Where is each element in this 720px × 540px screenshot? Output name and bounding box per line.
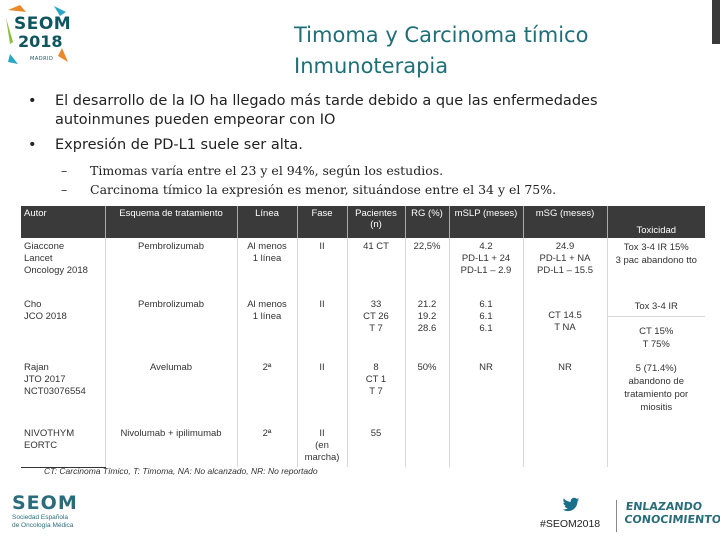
cell-autor: NIVOTHYM EORTC: [21, 425, 105, 468]
tagline: ENLAZANDO CONOCIMIENTO: [624, 500, 720, 526]
seom-wordmark: SEOM: [12, 492, 78, 514]
tox-header: Tox 3-4 IR: [634, 301, 678, 312]
cell-slp: 6.1 6.1 6.1: [448, 296, 523, 359]
cell-toxicidad: [606, 425, 705, 467]
cell-pacientes: 55: [346, 425, 405, 467]
cell-pacientes: 41 CT: [346, 238, 405, 296]
seom-2018-logo: SEOM 2018 MADRID: [4, 4, 72, 66]
column-header: Esquema de tratamiento: [104, 206, 237, 238]
cell-esquema: Nivolumab + ipilimumab: [104, 425, 237, 467]
cell-rg: 22,5%: [404, 238, 449, 296]
column-header: Toxicidad: [606, 206, 705, 238]
cell-linea: Al menos 1 línea: [236, 296, 297, 359]
cell-esquema: Pembrolizumab: [104, 238, 237, 296]
column-header: Fase: [296, 206, 347, 238]
seom-subtitle: de Oncología Médica: [12, 522, 74, 529]
logo-city: MADRID: [30, 56, 54, 62]
cell-rg: 50%: [404, 359, 449, 425]
table-row: NIVOTHYM EORTC Nivolumab + ipilimumab 2ª …: [21, 425, 705, 468]
table-row: Rajan JTO 2017 NCT03076554 Avelumab 2ª II …: [21, 359, 705, 425]
logo-seom-text: SEOM: [14, 14, 72, 34]
cell-fase: II (en marcha): [296, 425, 347, 467]
cell-slp: NR: [448, 359, 523, 425]
sub-bullet-item: – Carcinoma tímico la expresión es menor…: [28, 180, 668, 199]
dash-icon: –: [61, 163, 68, 178]
dash-icon: –: [61, 182, 68, 197]
table-footnote: CT: Carcinoma Tímico, T: Timoma, NA: No …: [44, 466, 318, 476]
cell-sg: CT 14.5 T NA: [522, 296, 607, 359]
bullet-text: El desarrollo de la IO ha llegado más ta…: [55, 93, 598, 128]
bullet-dot-icon: •: [28, 93, 37, 109]
cell-sg: [522, 425, 607, 467]
cell-linea: 2ª: [236, 359, 297, 425]
sub-bullet-text: Timomas varía entre el 23 y el 94%, segú…: [90, 163, 444, 178]
sub-bullet-text: Carcinoma tímico la expresión es menor, …: [90, 182, 557, 197]
cell-esquema: Pembrolizumab: [104, 296, 237, 359]
edge-bar: [712, 0, 720, 44]
cell-toxicidad: Tox 3-4 IR CT 15% T 75%: [606, 296, 705, 359]
cell-toxicidad: 5 (71.4%) abandono de tratamiento por miosi…: [606, 359, 705, 425]
bullet-item: • El desarrollo de la IO ha llegado más …: [28, 92, 668, 130]
column-header: Pacientes (n): [346, 206, 405, 238]
footer-divider: [616, 500, 617, 532]
cell-slp: [448, 425, 523, 467]
cell-slp: 4.2 PD-L1 + 24 PD-L1 – 2.9: [448, 238, 523, 296]
sub-bullet-item: – Timomas varía entre el 23 y el 94%, se…: [28, 161, 668, 180]
column-header: RG (%): [404, 206, 449, 238]
cell-pacientes: 33 CT 26 T 7: [346, 296, 405, 359]
cell-fase: II: [296, 359, 347, 425]
results-table: Autor Esquema de tratamiento Línea Fase …: [21, 206, 705, 468]
cell-fase: II: [296, 238, 347, 296]
logo-year: 2018: [18, 32, 63, 51]
bullet-dot-icon: •: [28, 137, 37, 153]
twitter-icon: [562, 497, 580, 512]
cell-fase: II: [296, 296, 347, 359]
slide-title: Timoma y Carcinoma tímico Inmunoterapia: [294, 20, 654, 82]
cell-autor: Cho JCO 2018: [24, 299, 67, 322]
tagline-line-1: ENLAZANDO: [625, 500, 703, 513]
cell-autor: Giaccone Lancet Oncology 2018: [24, 241, 88, 276]
cell-linea: 2ª: [236, 425, 297, 467]
tagline-line-2: CONOCIMIENTO: [623, 513, 720, 526]
seom-subtitle: Sociedad Española: [12, 514, 69, 521]
bullet-text: Expresión de PD-L1 suele ser alta.: [55, 137, 303, 153]
table-row: Giaccone Lancet Oncology 2018 Pembrolizuma…: [21, 238, 705, 296]
cell-toxicidad: Tox 3-4 IR 15% 3 pac abandono tto: [606, 238, 705, 296]
cell-sg: NR: [522, 359, 607, 425]
cell-esquema: Avelumab: [104, 359, 237, 425]
column-header: mSLP (meses): [448, 206, 523, 238]
cell-rg: 21.2 19.2 28.6: [404, 296, 449, 359]
title-line-2: Inmunoterapia: [294, 54, 449, 78]
column-header: mSG (meses): [522, 206, 607, 238]
cell-sg: 24.9 PD-L1 + NA PD-L1 – 15.5: [522, 238, 607, 296]
column-header: Línea: [236, 206, 297, 238]
bullet-item: • Expresión de PD-L1 suele ser alta.: [28, 136, 668, 155]
cell-autor: Rajan JTO 2017 NCT03076554: [24, 362, 86, 397]
cell-linea: Al menos 1 línea: [236, 238, 297, 296]
table-row: Cho JCO 2018 Pembrolizumab Al menos 1 líne…: [21, 296, 705, 359]
bullet-list: • El desarrollo de la IO ha llegado más …: [28, 92, 668, 199]
table-header-row: Autor Esquema de tratamiento Línea Fase …: [21, 206, 705, 238]
tox-values: CT 15% T 75%: [607, 316, 705, 354]
hashtag: #SEOM2018: [540, 518, 601, 530]
logo-frame-icon: [6, 5, 68, 64]
seom-footer-logo: SEOM Sociedad Española de Oncología Médi…: [12, 492, 78, 530]
column-header: Autor: [21, 206, 105, 238]
cell-rg: [404, 425, 449, 467]
title-line-1: Timoma y Carcinoma tímico: [294, 23, 589, 47]
